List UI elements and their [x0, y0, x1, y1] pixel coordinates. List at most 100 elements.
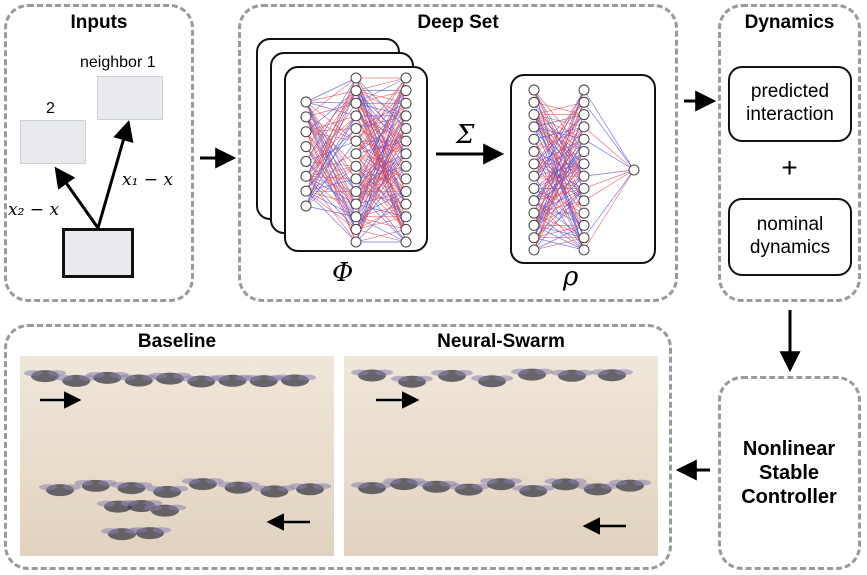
- phi-node: [300, 96, 312, 108]
- baseline-drone-bottom-rotor: [205, 478, 224, 485]
- rho-edge: [533, 188, 585, 226]
- rho-node: [578, 133, 590, 145]
- rho-edge: [583, 126, 635, 171]
- phi-edge: [305, 116, 357, 142]
- rho-node: [578, 244, 590, 256]
- rho-node: [578, 219, 590, 231]
- neuralswarm-drone-bottom-rotor: [480, 478, 498, 485]
- phi-node: [400, 97, 412, 109]
- rho-edge: [583, 138, 635, 171]
- rho-node: [528, 133, 540, 145]
- rho-node: [528, 232, 540, 244]
- phi-network-graph: [300, 72, 412, 248]
- rho-edge: [533, 89, 585, 238]
- vec2-arrow: [54, 166, 100, 229]
- baseline-drone-bottom-rotor: [313, 483, 331, 490]
- phi-edge: [355, 90, 407, 217]
- phi-edge: [305, 90, 357, 162]
- baseline-drone-dip-rotor: [144, 500, 163, 507]
- rho-node: [528, 207, 540, 219]
- rho-node: [528, 96, 540, 108]
- phi-edge: [355, 77, 407, 205]
- baseline-drone-dip-rotor: [168, 504, 186, 511]
- phi-edge: [355, 115, 407, 243]
- photo-content: [24, 368, 651, 541]
- phi-edge: [305, 101, 357, 230]
- phi-node: [350, 236, 362, 248]
- neuralswarm-drone-bottom-rotor: [544, 478, 563, 485]
- phi-node: [400, 122, 412, 134]
- rho-node: [578, 146, 590, 158]
- phi-node: [400, 135, 412, 147]
- rho-edge: [583, 89, 635, 171]
- neuralswarm-drone-bottom-rotor: [471, 483, 490, 490]
- phi-edge: [355, 128, 407, 205]
- phi-node: [400, 198, 412, 210]
- neighbor1-label: neighbor 1: [80, 54, 156, 71]
- neuralswarm-drone-bottom-rotor: [447, 483, 466, 490]
- neuralswarm-drone-top-rotor: [415, 375, 433, 382]
- vec2-label: x₂ − x: [8, 200, 60, 220]
- phi-edge: [355, 191, 407, 218]
- controller-label: Nonlinear Stable Controller: [724, 418, 854, 528]
- phi-edge: [305, 175, 357, 180]
- rho-edge: [533, 225, 585, 251]
- neuralswarm-drone-bottom-rotor: [504, 478, 522, 485]
- phi-node: [400, 173, 412, 185]
- phi-edge: [305, 101, 357, 117]
- phi-node: [350, 135, 362, 147]
- phi-node: [300, 170, 312, 182]
- phi-edge: [305, 166, 357, 207]
- rho-node: [578, 158, 590, 170]
- rho-edge: [533, 89, 585, 226]
- phi-edge: [355, 77, 407, 192]
- phi-edge: [305, 90, 357, 207]
- phi-node: [350, 198, 362, 210]
- rho-edge: [533, 89, 585, 214]
- baseline-drone-top-rotor: [180, 375, 199, 382]
- neuralswarm-title: Neural-Swarm: [437, 331, 565, 352]
- phi-edge: [355, 191, 407, 243]
- phi-node: [350, 72, 362, 84]
- phi-edge: [355, 77, 407, 104]
- rho-edge: [533, 237, 585, 251]
- phi-edge: [305, 176, 357, 218]
- neuralswarm-drone-top-rotor: [471, 375, 489, 382]
- neuralswarm-drone-bottom-rotor: [633, 479, 651, 486]
- neuralswarm-drone-bottom-rotor: [576, 483, 595, 490]
- phi-node: [300, 185, 312, 197]
- vec1-label: x₁ − x: [122, 170, 174, 190]
- phi-edge: [355, 216, 407, 230]
- rho-edge: [583, 169, 635, 177]
- phi-edge: [305, 146, 357, 205]
- baseline-drone-dip-rotor: [120, 500, 139, 507]
- baseline-drone-bottom-rotor: [74, 479, 93, 486]
- phi-label: Φ: [332, 258, 354, 288]
- phi-node: [350, 160, 362, 172]
- phi-edge: [305, 115, 357, 207]
- phi-edge: [305, 131, 357, 142]
- neuralswarm-drone-top-rotor: [455, 369, 473, 376]
- baseline-drone-bottom-rotor: [63, 484, 81, 491]
- rho-node: [528, 195, 540, 207]
- phi-edge: [305, 101, 357, 142]
- rho-node: [628, 164, 640, 176]
- rho-edge: [533, 151, 585, 251]
- baseline-drone-top-rotor: [211, 374, 230, 381]
- phi-edge: [305, 115, 357, 162]
- baseline-drone-dip-rotor: [144, 504, 162, 511]
- phi-node: [400, 236, 412, 248]
- rho-node: [578, 195, 590, 207]
- rho-node: [528, 146, 540, 158]
- phi-node: [350, 122, 362, 134]
- rho-edge: [533, 89, 585, 189]
- baseline-drone-bottom-rotor: [134, 482, 153, 489]
- rho-node: [528, 158, 540, 170]
- phi-node: [400, 72, 412, 84]
- baseline-drone-top-rotor: [274, 374, 292, 381]
- baseline-drone-bottom-rotor: [289, 483, 307, 490]
- baseline-drone-bottom-rotor: [253, 485, 272, 492]
- rho-edge: [533, 126, 585, 251]
- rho-node: [578, 232, 590, 244]
- phi-node: [300, 111, 312, 123]
